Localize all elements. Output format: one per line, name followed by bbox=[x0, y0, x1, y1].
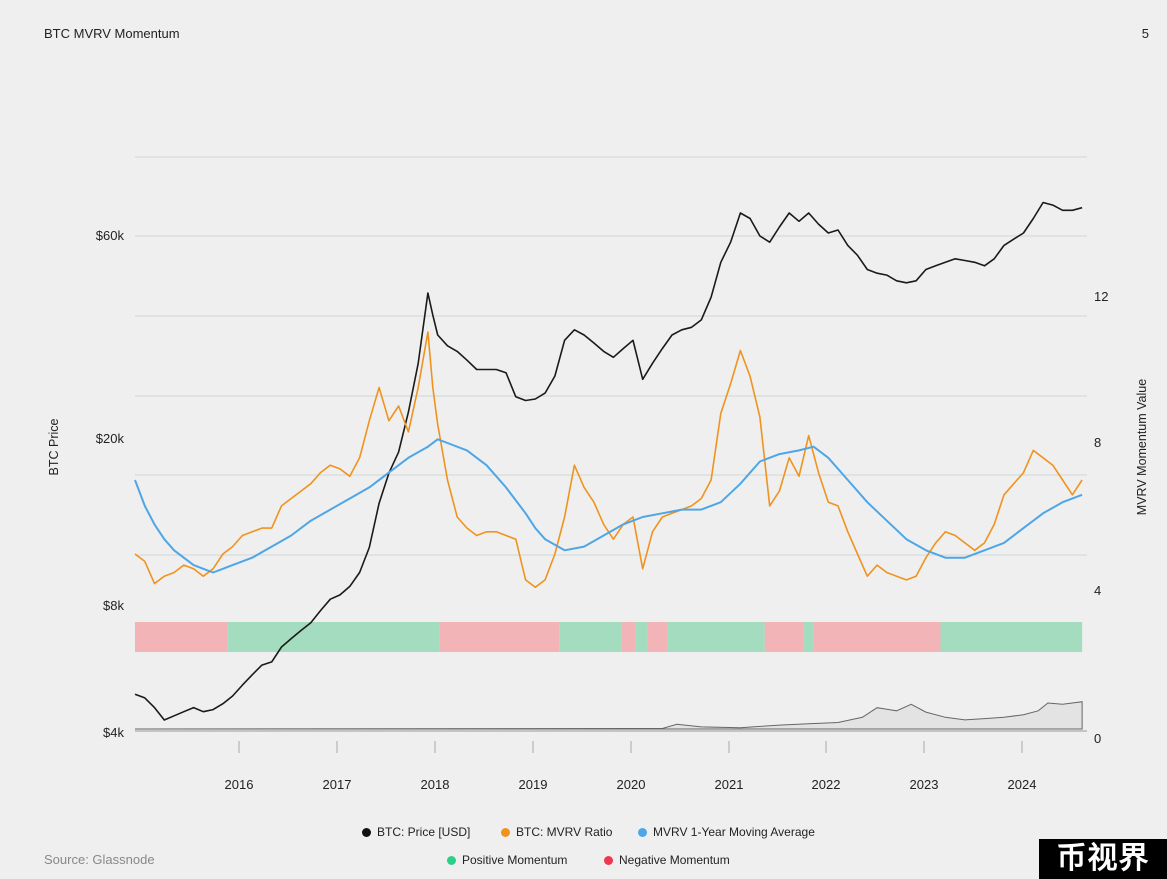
x-tick-label: 2023 bbox=[910, 777, 939, 792]
page-number: 5 bbox=[1141, 26, 1149, 41]
positive-momentum-segment bbox=[559, 622, 622, 652]
legend-price-dot bbox=[362, 827, 371, 837]
legend-negative-dot bbox=[604, 855, 613, 865]
y-left-tick: $8k bbox=[103, 598, 124, 613]
y-left-tick: $4k bbox=[103, 725, 124, 740]
y-right-tick: 0 bbox=[1094, 731, 1101, 746]
positive-momentum-segment bbox=[227, 622, 440, 652]
legend-negative-label: Negative Momentum bbox=[619, 853, 730, 867]
negative-momentum-segment bbox=[647, 622, 668, 652]
x-tick-label: 2022 bbox=[812, 777, 841, 792]
legend-ma-label: MVRV 1-Year Moving Average bbox=[653, 825, 815, 839]
x-tick-label: 2021 bbox=[715, 777, 744, 792]
y-left-axis-title: BTC Price bbox=[47, 418, 61, 475]
legend-positive-label: Positive Momentum bbox=[462, 853, 568, 867]
positive-momentum-segment bbox=[667, 622, 765, 652]
y-right-tick: 8 bbox=[1094, 435, 1101, 450]
y-right-axis-title: MVRV Momentum Value bbox=[1135, 379, 1149, 515]
positive-momentum-segment bbox=[635, 622, 648, 652]
positive-momentum-segment bbox=[940, 622, 1083, 652]
legend-mvrv-dot bbox=[501, 827, 510, 837]
x-tick-label: 2017 bbox=[323, 777, 352, 792]
legend-mvrv-label: BTC: MVRV Ratio bbox=[516, 825, 613, 839]
negative-momentum-segment bbox=[439, 622, 560, 652]
y-right-tick: 4 bbox=[1094, 583, 1101, 598]
legend-ma-dot bbox=[638, 827, 647, 837]
y-left-tick: $20k bbox=[96, 431, 125, 446]
x-tick-label: 2019 bbox=[519, 777, 548, 792]
source-note: Source: Glassnode bbox=[44, 852, 155, 867]
legend-positive-dot bbox=[447, 855, 456, 865]
legend-negative[interactable]: Negative Momentum bbox=[604, 853, 730, 867]
legend-mvrv[interactable]: BTC: MVRV Ratio bbox=[501, 825, 612, 839]
negative-momentum-segment bbox=[813, 622, 941, 652]
watermark-logo: 币视界 bbox=[1039, 839, 1167, 879]
momentum-value-area bbox=[134, 701, 1083, 730]
btc-price-line bbox=[134, 201, 1083, 721]
x-tick-label: 2020 bbox=[617, 777, 646, 792]
y-left-tick: $60k bbox=[96, 228, 125, 243]
legend-ma[interactable]: MVRV 1-Year Moving Average bbox=[638, 825, 815, 839]
legend-price[interactable]: BTC: Price [USD] bbox=[362, 825, 470, 839]
report-title: BTC MVRV Momentum bbox=[44, 26, 180, 41]
negative-momentum-segment bbox=[621, 622, 636, 652]
y-right-tick: 12 bbox=[1094, 289, 1108, 304]
x-tick-label: 2024 bbox=[1008, 777, 1037, 792]
legend-positive[interactable]: Positive Momentum bbox=[447, 853, 567, 867]
legend-price-label: BTC: Price [USD] bbox=[377, 825, 471, 839]
negative-momentum-segment bbox=[135, 622, 228, 652]
mvrv-moving-average-line bbox=[134, 438, 1083, 574]
negative-momentum-segment bbox=[764, 622, 804, 652]
mvrv-ratio-line bbox=[134, 331, 1083, 589]
positive-momentum-segment bbox=[803, 622, 814, 652]
x-tick-label: 2018 bbox=[421, 777, 450, 792]
x-tick-label: 2016 bbox=[225, 777, 254, 792]
